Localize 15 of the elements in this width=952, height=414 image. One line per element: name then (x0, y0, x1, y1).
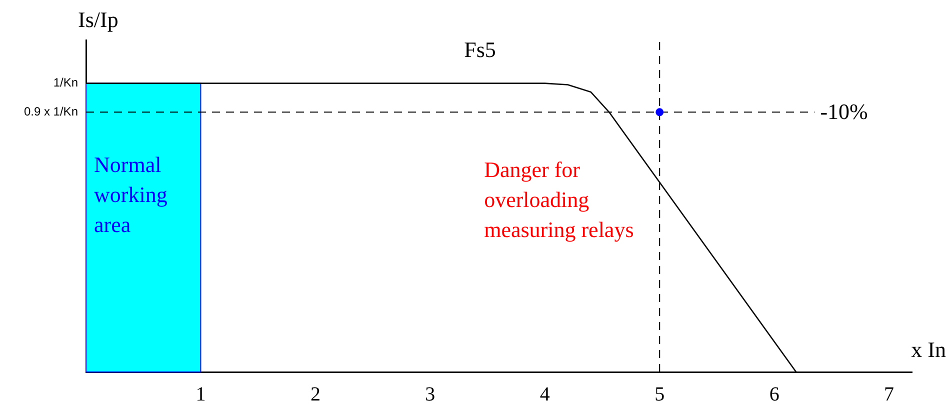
x-tick-label: 4 (540, 383, 550, 406)
x-tick-label: 1 (196, 383, 206, 406)
chart-title: Fs5 (464, 36, 496, 62)
band-label: Normal working area (94, 152, 168, 238)
x-axis-title: x In (911, 336, 946, 362)
x-tick-label: 3 (425, 383, 436, 406)
x-tick-label: 7 (884, 383, 894, 406)
annotation: Danger for overloading measuring relays (484, 156, 634, 242)
x-tick-label: 6 (769, 383, 780, 406)
text: 1/Kn (53, 76, 78, 90)
x-tick-label: 2 (310, 383, 320, 406)
y-axis-title: Is/Ip (78, 6, 118, 32)
annotation: -10% (820, 98, 868, 124)
x-tick-label: 5 (654, 383, 665, 406)
ref-line-label: 0.9 x 1/Kn (24, 104, 78, 118)
